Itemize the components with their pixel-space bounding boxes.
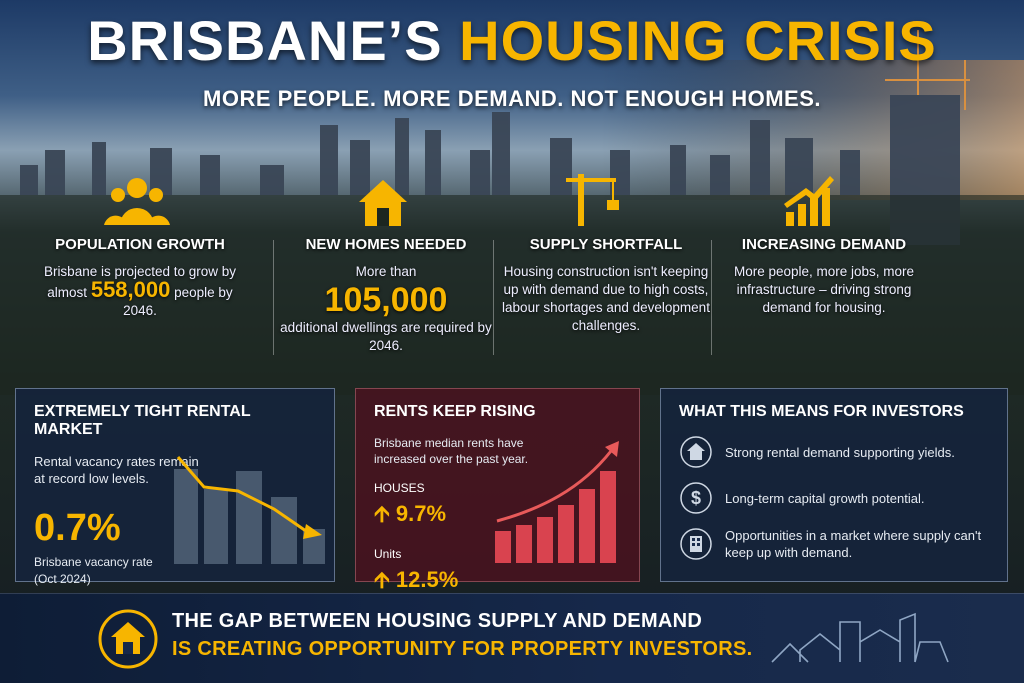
title: BRISBANE’S HOUSING CRISIS: [0, 8, 1024, 73]
item-text: Long-term capital growth potential.: [725, 490, 925, 506]
item-icon: $: [680, 482, 712, 514]
stat-text: Brisbane is projected to grow by almost …: [30, 263, 250, 320]
divider: [273, 240, 274, 355]
footer-line: IS CREATING OPPORTUNITY FOR PROPERTY INV…: [172, 638, 753, 660]
stat-text: More people, more jobs, more infrastruct…: [733, 264, 915, 315]
svg-text:$: $: [691, 488, 701, 508]
stat-title: NEW HOMES NEEDED: [305, 236, 467, 253]
stat-population: POPULATION GROWTH Brisbane is projected …: [30, 236, 250, 320]
footer-line: THE GAP BETWEEN HOUSING SUPPLY AND DEMAN…: [172, 610, 703, 632]
text: 9.7%: [395, 501, 447, 526]
divider: [493, 240, 494, 355]
divider: [711, 240, 712, 355]
stat-text: More than 105,000 additional dwellings are…: [276, 263, 496, 355]
item-icon: [680, 528, 712, 560]
falling-chart-icon: [174, 456, 325, 564]
panel-text: Rental vacancy rates remain at record lo…: [34, 454, 199, 486]
item-text: Opportunities in a market where supply c…: [725, 528, 982, 560]
panel-title: WHAT THIS MEANS FOR INVESTORS: [679, 403, 964, 420]
text: 558,000: [90, 277, 171, 302]
stat-supply: SUPPLY SHORTFALL Housing construction is…: [496, 236, 716, 335]
subtitle: MORE PEOPLE. MORE DEMAND. NOT ENOUGH HOM…: [203, 86, 821, 111]
text: 105,000: [324, 281, 448, 319]
item-value: 🡩 12.5%: [374, 567, 459, 592]
investor-item: $ Long-term capital growth potential.: [679, 481, 989, 515]
vacancy-value: 0.7%: [34, 507, 121, 549]
footer-skyline: [771, 612, 949, 663]
text: BRISBANE’S: [87, 9, 443, 72]
text: HOUSING CRISIS: [459, 9, 937, 72]
stat-title: SUPPLY SHORTFALL: [529, 236, 683, 253]
stat-text: Housing construction isn't keeping up wi…: [502, 264, 710, 333]
stat-title: POPULATION GROWTH: [55, 236, 225, 253]
panel-title: EXTREMELY TIGHT RENTAL MARKET: [34, 403, 251, 438]
item-value: 🡩 9.7%: [374, 501, 447, 526]
text: additional dwellings are required by 204…: [280, 320, 492, 353]
rents-panel: RENTS KEEP RISING Brisbane median rents …: [355, 388, 640, 592]
stat-demand: INCREASING DEMAND More people, more jobs…: [714, 236, 934, 317]
investor-item: Opportunities in a market where supply c…: [679, 527, 989, 561]
investor-item: Strong rental demand supporting yields.: [679, 435, 989, 469]
item-label: Units: [374, 547, 402, 561]
item-icon: [680, 436, 712, 468]
stat-title: INCREASING DEMAND: [741, 236, 907, 253]
footer-icon: [98, 609, 158, 669]
text: people by 2046.: [123, 285, 233, 318]
text: More than: [355, 264, 417, 279]
text: 12.5%: [395, 567, 459, 592]
stat-icons: [104, 174, 834, 226]
panel-text: Brisbane median rents have increased ove…: [374, 436, 529, 466]
panel-caption: Brisbane vacancy rate (Oct 2024): [34, 555, 153, 586]
rising-chart-icon: [495, 441, 619, 563]
skyline: [0, 30, 1024, 395]
stat-homes: NEW HOMES NEEDED More than 105,000 additio…: [276, 236, 496, 355]
investors-panel: WHAT THIS MEANS FOR INVESTORS Strong ren…: [660, 388, 1008, 582]
footer: THE GAP BETWEEN HOUSING SUPPLY AND DEMAN…: [0, 593, 1024, 683]
panel-title: RENTS KEEP RISING: [374, 403, 536, 420]
item-label: HOUSES: [374, 481, 425, 495]
text: Brisbane is projected to grow by almost: [43, 264, 237, 300]
item-text: Strong rental demand supporting yields.: [725, 444, 955, 460]
rental-panel: EXTREMELY TIGHT RENTAL MARKET Rental vac…: [15, 388, 335, 586]
